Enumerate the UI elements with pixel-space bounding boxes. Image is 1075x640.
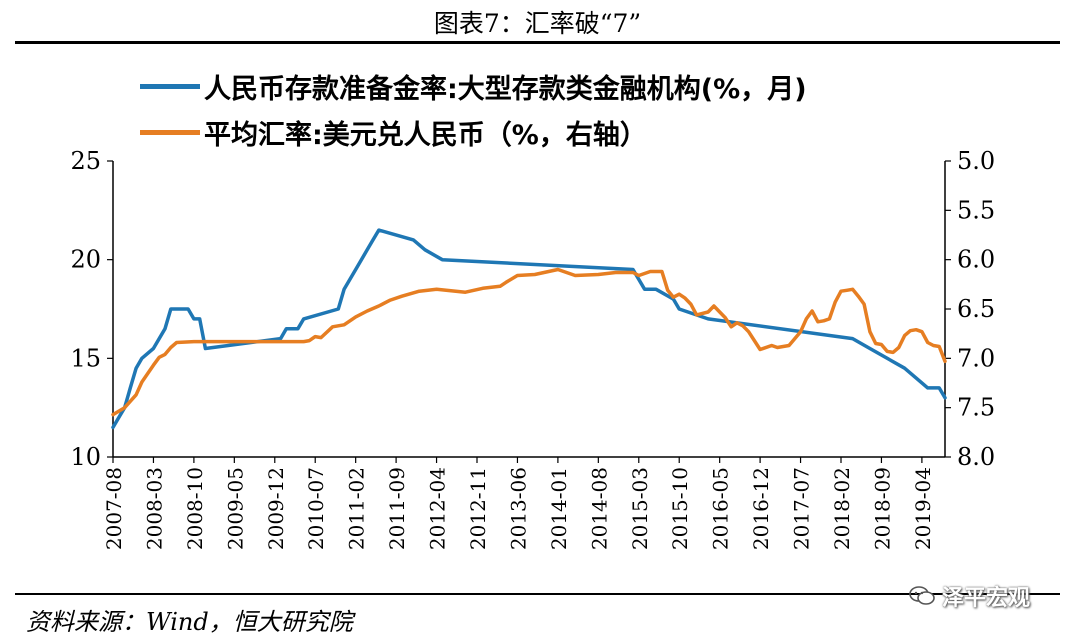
x-tick-label: 2011-02 xyxy=(345,467,369,550)
x-tick-label: 2009-12 xyxy=(264,467,288,550)
left-tick-label: 10 xyxy=(70,443,101,471)
x-tick-label: 2014-01 xyxy=(547,467,571,550)
left-tick-label: 25 xyxy=(70,147,101,175)
series-line-rrr xyxy=(111,228,947,430)
right-tick-label: 5.5 xyxy=(957,196,995,224)
title-divider xyxy=(15,41,1060,44)
x-tick-label: 2019-04 xyxy=(911,467,935,550)
x-tick-label: 2018-09 xyxy=(870,467,894,550)
x-tick-label: 2012-04 xyxy=(426,467,450,550)
x-tick-label: 2017-07 xyxy=(790,467,814,550)
left-tick-label: 15 xyxy=(70,344,101,372)
left-tick-label: 20 xyxy=(70,246,101,274)
series-line-fx xyxy=(111,267,947,417)
legend-swatch-fx xyxy=(140,129,200,135)
x-tick-label: 2013-06 xyxy=(506,467,530,550)
right-tick-label: 6.0 xyxy=(957,246,995,274)
x-tick-label: 2016-05 xyxy=(709,467,733,550)
x-tick-label: 2015-10 xyxy=(668,467,692,550)
legend-swatch-rrr xyxy=(140,83,200,89)
x-tick-label: 2008-03 xyxy=(142,467,166,550)
right-tick-label: 7.5 xyxy=(957,394,995,422)
watermark-text: 泽平宏观 xyxy=(942,586,1031,611)
right-tick-label: 6.5 xyxy=(957,295,995,323)
x-tick-label: 2009-05 xyxy=(223,467,247,550)
legend-item-rrr: 人民币存款准备金率:大型存款类金融机构(%，月) xyxy=(140,63,807,109)
x-tick-label: 2010-07 xyxy=(304,467,328,550)
x-tick-label: 2018-02 xyxy=(830,467,854,550)
x-tick-label: 2011-09 xyxy=(385,467,409,550)
legend-item-fx: 平均汇率:美元兑人民币（%，右轴） xyxy=(140,109,807,155)
x-tick-label: 2014-08 xyxy=(587,467,611,550)
chart-legend: 人民币存款准备金率:大型存款类金融机构(%，月) 平均汇率:美元兑人民币（%，右… xyxy=(140,63,807,155)
legend-label-fx: 平均汇率:美元兑人民币（%，右轴） xyxy=(204,119,647,151)
right-tick-label: 7.0 xyxy=(957,344,995,372)
right-tick-label: 8.0 xyxy=(957,443,995,471)
wechat-icon xyxy=(909,586,935,605)
source-note: 资料来源：Wind，恒大研究院 xyxy=(26,608,353,636)
watermark: 泽平宏观 xyxy=(908,580,1030,612)
x-tick-label: 2015-03 xyxy=(628,467,652,550)
x-tick-label: 2016-12 xyxy=(749,467,773,550)
x-tick-label: 2012-11 xyxy=(466,467,490,550)
page-title: 图表7：汇率破“7” xyxy=(433,9,642,38)
right-tick-label: 5.0 xyxy=(957,147,995,175)
line-chart: 10 15 20 25 5.0 5.5 6.0 6.5 7.0 7.5 8.0 2007-08 2008… xyxy=(70,147,995,550)
footer-divider xyxy=(15,593,1060,595)
x-tick-label: 2007-08 xyxy=(102,467,126,550)
legend-label-rrr: 人民币存款准备金率:大型存款类金融机构(%，月) xyxy=(204,73,807,105)
x-tick-label: 2008-10 xyxy=(183,467,207,550)
